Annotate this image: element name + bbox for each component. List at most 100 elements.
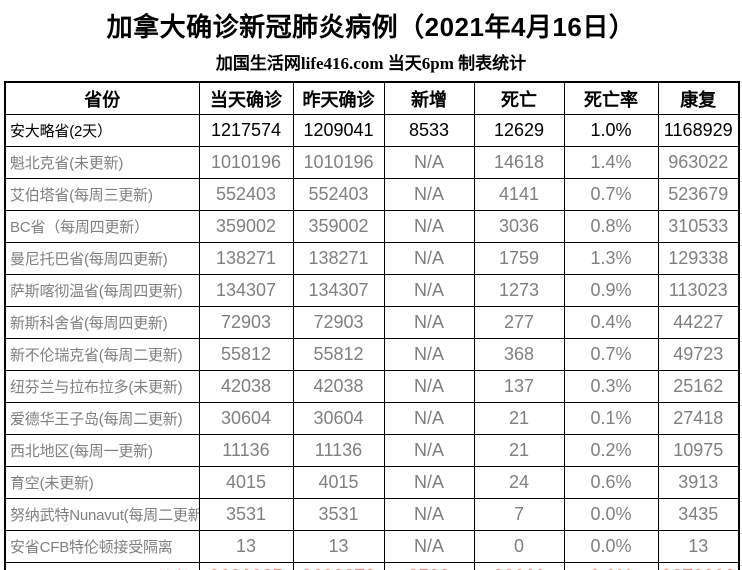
deaths-cell: 1759 bbox=[473, 242, 565, 275]
new-cases-cell: N/A bbox=[383, 146, 475, 179]
total-death-rate: 1.1% bbox=[563, 562, 659, 570]
recovered-cell: 963022 bbox=[657, 146, 740, 179]
province-cell: 萨斯喀彻温省(每周四更新) bbox=[4, 274, 200, 307]
header-yesterday-confirmed: 昨天确诊 bbox=[292, 81, 385, 115]
death-rate-cell: 0.2% bbox=[563, 434, 659, 467]
death-rate-cell: 1.4% bbox=[563, 146, 659, 179]
deaths-cell: 12629 bbox=[473, 114, 565, 147]
deaths-cell: 14618 bbox=[473, 146, 565, 179]
recovered-cell: 27418 bbox=[657, 402, 740, 435]
province-cell: 育空(未更新) bbox=[4, 466, 200, 499]
new-cases-cell: N/A bbox=[383, 466, 475, 499]
province-cell: 安省CFB特伦顿接受隔离 bbox=[4, 530, 200, 563]
deaths-cell: 7 bbox=[473, 498, 565, 531]
total-new-cases: 8533 bbox=[383, 562, 475, 570]
table-row: 新不伦瑞克省(每周二更新) 55812 55812 N/A 368 0.7% 4… bbox=[4, 338, 740, 371]
deaths-cell: 1273 bbox=[473, 274, 565, 307]
yesterday-confirmed-cell: 13 bbox=[292, 530, 385, 563]
death-rate-cell: 0.6% bbox=[563, 466, 659, 499]
recovered-cell: 44227 bbox=[657, 306, 740, 339]
header-recovered: 康复 bbox=[657, 81, 740, 115]
today-confirmed-cell: 552403 bbox=[198, 178, 294, 211]
death-rate-cell: 0.4% bbox=[563, 306, 659, 339]
deaths-cell: 0 bbox=[473, 530, 565, 563]
new-cases-cell: N/A bbox=[383, 178, 475, 211]
today-confirmed-cell: 42038 bbox=[198, 370, 294, 403]
recovered-cell: 1168929 bbox=[657, 114, 740, 147]
new-cases-cell: N/A bbox=[383, 402, 475, 435]
province-cell: 新不伦瑞克省(每周二更新) bbox=[4, 338, 200, 371]
province-cell: 魁北克省(未更新) bbox=[4, 146, 200, 179]
today-confirmed-cell: 359002 bbox=[198, 210, 294, 243]
page-subtitle: 加国生活网life416.com 当天6pm 制表统计 bbox=[215, 54, 527, 73]
table-row: 萨斯喀彻温省(每周四更新) 134307 134307 N/A 1273 0.9… bbox=[4, 274, 740, 307]
deaths-cell: 24 bbox=[473, 466, 565, 499]
today-confirmed-cell: 13 bbox=[198, 530, 294, 563]
new-cases-cell: N/A bbox=[383, 242, 475, 275]
deaths-cell: 4141 bbox=[473, 178, 565, 211]
header-today-confirmed: 当天确诊 bbox=[198, 81, 294, 115]
today-confirmed-cell: 134307 bbox=[198, 274, 294, 307]
new-cases-cell: N/A bbox=[383, 434, 475, 467]
table-body: 安大略省(2天） 1217574 1209041 8533 12629 1.0%… bbox=[4, 114, 740, 563]
total-today-confirmed: 3631805 bbox=[198, 562, 294, 570]
yesterday-confirmed-cell: 55812 bbox=[292, 338, 385, 371]
new-cases-cell: N/A bbox=[383, 530, 475, 563]
death-rate-cell: 0.9% bbox=[563, 274, 659, 307]
deaths-cell: 368 bbox=[473, 338, 565, 371]
deaths-cell: 3036 bbox=[473, 210, 565, 243]
today-confirmed-cell: 30604 bbox=[198, 402, 294, 435]
recovered-cell: 129338 bbox=[657, 242, 740, 275]
death-rate-cell: 1.3% bbox=[563, 242, 659, 275]
table-row: 爱德华王子岛(每周二更新) 30604 30604 N/A 21 0.1% 27… bbox=[4, 402, 740, 435]
today-confirmed-cell: 1010196 bbox=[198, 146, 294, 179]
total-deaths: 38311 bbox=[473, 562, 565, 570]
yesterday-confirmed-cell: 4015 bbox=[292, 466, 385, 499]
province-cell: 安大略省(2天） bbox=[4, 114, 200, 147]
province-cell: 艾伯塔省(每周三更新) bbox=[4, 178, 200, 211]
table-header-row: 省份 当天确诊 昨天确诊 新增 死亡 死亡率 康复 bbox=[4, 81, 740, 115]
death-rate-cell: 0.7% bbox=[563, 338, 659, 371]
province-cell: 努纳武特Nunavut(每周二更新) bbox=[4, 498, 200, 531]
total-label: 总数 bbox=[4, 562, 200, 570]
table-total-row: 总数 3631805 3623272 8533 38311 1.1% 33733… bbox=[4, 562, 740, 570]
death-rate-cell: 0.1% bbox=[563, 402, 659, 435]
province-cell: 纽芬兰与拉布拉多(未更新) bbox=[4, 370, 200, 403]
province-cell: 西北地区(每周一更新) bbox=[4, 434, 200, 467]
today-confirmed-cell: 3531 bbox=[198, 498, 294, 531]
new-cases-cell: N/A bbox=[383, 338, 475, 371]
recovered-cell: 49723 bbox=[657, 338, 740, 371]
yesterday-confirmed-cell: 134307 bbox=[292, 274, 385, 307]
new-cases-cell: N/A bbox=[383, 370, 475, 403]
province-cell: 爱德华王子岛(每周二更新) bbox=[4, 402, 200, 435]
yesterday-confirmed-cell: 1010196 bbox=[292, 146, 385, 179]
new-cases-cell: N/A bbox=[383, 210, 475, 243]
header-death-rate: 死亡率 bbox=[563, 81, 659, 115]
deaths-cell: 137 bbox=[473, 370, 565, 403]
table-row: 安大略省(2天） 1217574 1209041 8533 12629 1.0%… bbox=[4, 114, 740, 147]
table-row: 纽芬兰与拉布拉多(未更新) 42038 42038 N/A 137 0.3% 2… bbox=[4, 370, 740, 403]
table-row: 安省CFB特伦顿接受隔离 13 13 N/A 0 0.0% 13 bbox=[4, 530, 740, 563]
recovered-cell: 523679 bbox=[657, 178, 740, 211]
yesterday-confirmed-cell: 72903 bbox=[292, 306, 385, 339]
province-cell: BC省（每周四更新） bbox=[4, 210, 200, 243]
yesterday-confirmed-cell: 11136 bbox=[292, 434, 385, 467]
yesterday-confirmed-cell: 1209041 bbox=[292, 114, 385, 147]
today-confirmed-cell: 55812 bbox=[198, 338, 294, 371]
yesterday-confirmed-cell: 138271 bbox=[292, 242, 385, 275]
province-cell: 新斯科舍省(每周四更新) bbox=[4, 306, 200, 339]
today-confirmed-cell: 1217574 bbox=[198, 114, 294, 147]
page-title: 加拿大确诊新冠肺炎病例（2021年4月16日） bbox=[106, 12, 636, 42]
today-confirmed-cell: 72903 bbox=[198, 306, 294, 339]
table-row: 新斯科舍省(每周四更新) 72903 72903 N/A 277 0.4% 44… bbox=[4, 306, 740, 339]
death-rate-cell: 1.0% bbox=[563, 114, 659, 147]
recovered-cell: 25162 bbox=[657, 370, 740, 403]
new-cases-cell: 8533 bbox=[383, 114, 475, 147]
death-rate-cell: 0.0% bbox=[563, 498, 659, 531]
header-province: 省份 bbox=[4, 81, 200, 115]
recovered-cell: 3435 bbox=[657, 498, 740, 531]
total-recovered: 3373390 bbox=[657, 562, 740, 570]
deaths-cell: 277 bbox=[473, 306, 565, 339]
today-confirmed-cell: 138271 bbox=[198, 242, 294, 275]
